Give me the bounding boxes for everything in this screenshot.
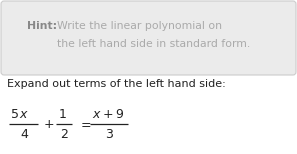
Text: $5\,x$: $5\,x$ bbox=[10, 107, 29, 120]
Text: $3$: $3$ bbox=[105, 128, 114, 140]
Text: the left hand side in standard form.: the left hand side in standard form. bbox=[57, 39, 250, 49]
FancyBboxPatch shape bbox=[1, 1, 296, 75]
Text: Hint:: Hint: bbox=[27, 21, 57, 31]
Text: Expand out terms of the left hand side:: Expand out terms of the left hand side: bbox=[7, 79, 226, 89]
Text: $1$: $1$ bbox=[58, 107, 67, 120]
Text: $2$: $2$ bbox=[60, 128, 69, 140]
Text: $x + 9$: $x + 9$ bbox=[92, 107, 124, 120]
Text: $+$: $+$ bbox=[43, 118, 54, 130]
Text: $4$: $4$ bbox=[20, 128, 29, 140]
Text: Write the linear polynomial on: Write the linear polynomial on bbox=[57, 21, 222, 31]
Text: $=$: $=$ bbox=[78, 118, 92, 130]
